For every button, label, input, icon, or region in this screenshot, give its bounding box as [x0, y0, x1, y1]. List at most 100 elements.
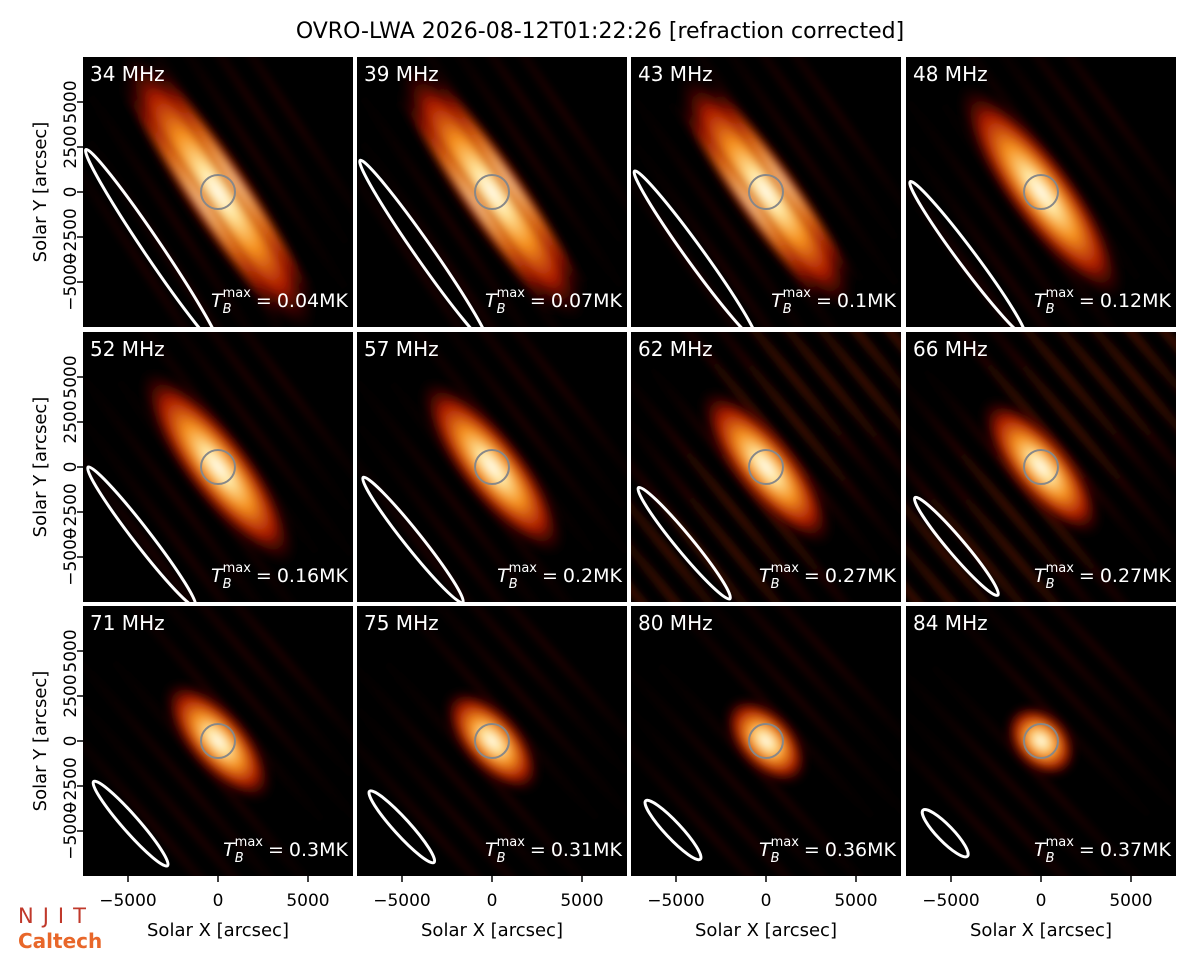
source: [162, 680, 274, 802]
sidelobe: [384, 332, 627, 551]
tb-max-label: TBmax = 0.37MK: [1034, 835, 1171, 866]
sidelobe: [402, 606, 627, 814]
solar-disk: [200, 449, 236, 485]
tb-sup: max: [771, 835, 800, 850]
source-emission: [399, 64, 585, 320]
source-fringe: [396, 89, 556, 318]
sidelobes: [83, 606, 353, 876]
tb-value: 0.27MK: [825, 565, 897, 587]
tb-sub: B: [783, 302, 792, 317]
sidelobe: [83, 620, 334, 876]
sidelobe: [631, 386, 879, 602]
tb-sub: B: [1046, 302, 1055, 317]
frequency-label: 57 MHz: [364, 337, 439, 361]
tb-symbol: T: [485, 839, 498, 861]
panel: [906, 606, 1176, 876]
tb-sup: max: [1046, 561, 1075, 576]
solar-disk: [474, 449, 510, 485]
sidelobe: [929, 332, 1176, 591]
beam: [920, 808, 970, 859]
source: [723, 696, 809, 786]
sidelobe: [357, 57, 584, 327]
tb-symbol: T: [211, 565, 224, 587]
source-emission: [698, 388, 834, 546]
y-tick-label: 5000: [61, 80, 81, 123]
solar-disk: [1023, 449, 1059, 485]
frequency-label: 62 MHz: [638, 337, 713, 361]
source: [698, 388, 834, 546]
tb-sub: B: [223, 302, 232, 317]
sidelobe: [83, 665, 339, 876]
source: [118, 57, 318, 327]
source: [139, 369, 297, 565]
panel: [631, 332, 901, 602]
x-tick-label: 0: [487, 891, 498, 911]
tb-sub: B: [1046, 577, 1055, 592]
logo-caltech: Caltech: [18, 929, 102, 953]
source: [443, 688, 541, 794]
beam: [83, 147, 223, 327]
tb-symbol: T: [1034, 839, 1047, 861]
sidelobe: [941, 57, 1176, 281]
sidelobe: [657, 332, 901, 594]
tb-eq: =: [268, 839, 284, 861]
y-tick-label: 5000: [61, 629, 81, 672]
sidelobe: [435, 57, 627, 290]
frequency-label: 48 MHz: [913, 62, 988, 86]
sidelobes: [631, 332, 901, 602]
sidelobe: [631, 340, 875, 602]
tb-max-label: TBmax = 0.04MK: [211, 286, 348, 317]
tb-eq: =: [530, 839, 546, 861]
source-emission: [957, 84, 1125, 300]
x-tick-label: −5000: [922, 891, 980, 911]
sidelobe: [994, 332, 1176, 547]
tb-max-label: TBmax = 0.1MK: [771, 286, 896, 317]
sidelobe: [906, 673, 1174, 876]
sidelobe: [131, 57, 353, 289]
sidelobe: [357, 668, 617, 876]
sidelobes: [357, 606, 627, 876]
sidelobe: [906, 432, 1092, 602]
tb-sup: max: [497, 835, 526, 850]
source-emission: [979, 397, 1103, 537]
beam: [361, 475, 465, 602]
x-tick-label: −5000: [99, 891, 157, 911]
sidelobe: [631, 670, 895, 876]
tb-value: 0.31MK: [551, 839, 623, 861]
y-tick-label: −5000: [61, 802, 81, 860]
tb-value: 0.3MK: [289, 839, 349, 861]
y-tick-label: 5000: [61, 355, 81, 398]
sidelobe: [631, 428, 813, 602]
x-axis-label: Solar X [arcsec]: [147, 920, 289, 941]
tb-sub: B: [497, 302, 506, 317]
beam: [908, 179, 1027, 327]
source-fringe: [706, 76, 858, 285]
tb-eq: =: [804, 565, 820, 587]
sidelobe: [631, 626, 888, 876]
sidelobe: [906, 103, 1141, 327]
sidelobe: [671, 57, 901, 327]
sidelobe: [943, 606, 1176, 807]
tb-eq: =: [816, 290, 832, 312]
tb-sub: B: [497, 851, 506, 866]
solar-disk: [200, 723, 236, 759]
sidelobe: [83, 378, 288, 602]
beam: [91, 779, 170, 868]
tb-eq: =: [256, 565, 272, 587]
y-tick-label: 0: [61, 462, 81, 473]
y-tick-label: −5000: [61, 253, 81, 311]
tb-value: 0.04MK: [277, 290, 349, 312]
tb-sup: max: [223, 286, 252, 301]
tb-symbol: T: [771, 290, 784, 312]
sidelobe: [906, 388, 1123, 602]
panel: [357, 332, 627, 602]
logo-njit: NJIT: [18, 904, 95, 928]
y-tick-label: −2500: [61, 208, 81, 266]
frequency-label: 34 MHz: [90, 62, 165, 86]
sidelobe: [357, 94, 549, 327]
tb-sup: max: [509, 561, 538, 576]
sidelobe: [83, 380, 322, 602]
sidelobe: [644, 606, 901, 856]
sidelobe: [357, 381, 566, 602]
tb-max-label: TBmax = 0.31MK: [485, 835, 622, 866]
